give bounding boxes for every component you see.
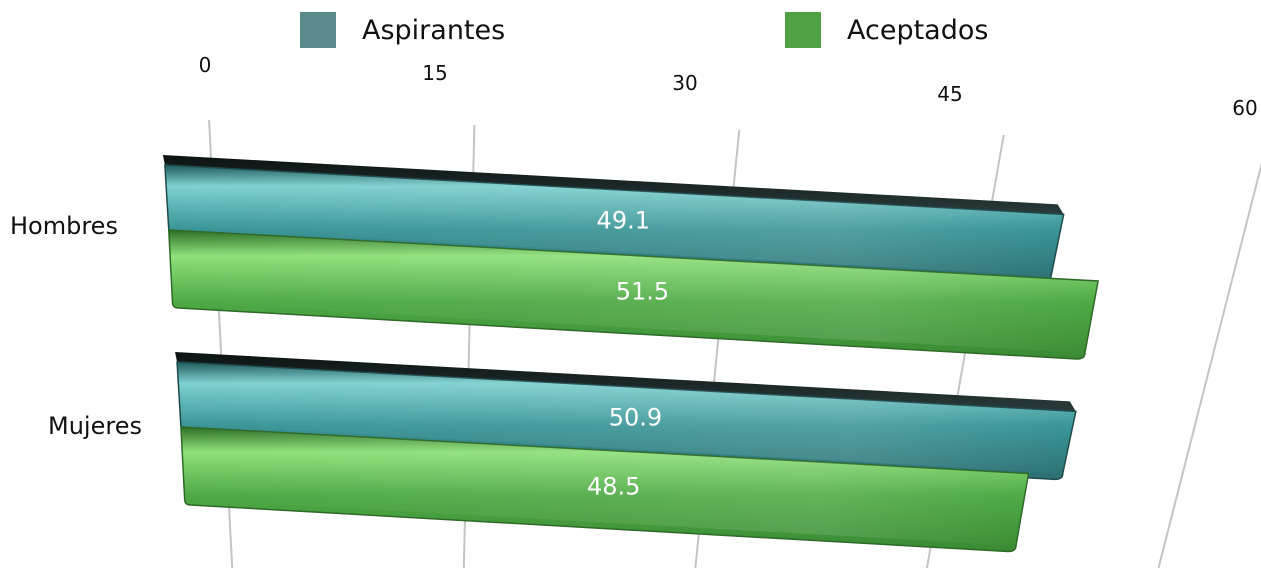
legend-item-aspirantes: Aspirantes [300, 8, 505, 52]
bar-gloss [177, 362, 1076, 474]
x-tick-label: 30 [672, 71, 697, 95]
bar-gloss [164, 165, 1064, 277]
legend-label-aspirantes: Aspirantes [362, 14, 506, 46]
x-tick-label: 15 [422, 61, 447, 85]
bar-value-label: 50.9 [609, 404, 662, 432]
legend-label-aceptados: Aceptados [847, 14, 989, 46]
legend-item-aceptados: Aceptados [785, 8, 988, 52]
category-labels: Hombres Mujeres [10, 212, 142, 440]
legend: Aspirantes Aceptados [0, 8, 1261, 52]
category-label: Mujeres [48, 412, 142, 440]
bars: 49.1 51.5 50.9 48.5 [162, 155, 1099, 553]
x-tick-label: 60 [1232, 96, 1257, 120]
bar-top-face [162, 155, 1064, 215]
x-tick-label: 45 [937, 82, 962, 106]
category-label: Hombres [10, 212, 118, 240]
bar-gloss [168, 230, 1099, 354]
gridline [1157, 162, 1261, 569]
bar-gloss [180, 427, 1029, 546]
legend-swatch-aceptados [785, 12, 821, 48]
bar-value-label: 49.1 [597, 207, 650, 235]
bar-top-face [175, 352, 1076, 412]
x-axis-ticks: 0 15 30 45 60 [199, 53, 1258, 120]
legend-swatch-aspirantes [300, 12, 336, 48]
x-tick-label: 0 [199, 53, 212, 77]
bar-value-label: 51.5 [616, 278, 669, 306]
bar-value-label: 48.5 [587, 472, 640, 500]
